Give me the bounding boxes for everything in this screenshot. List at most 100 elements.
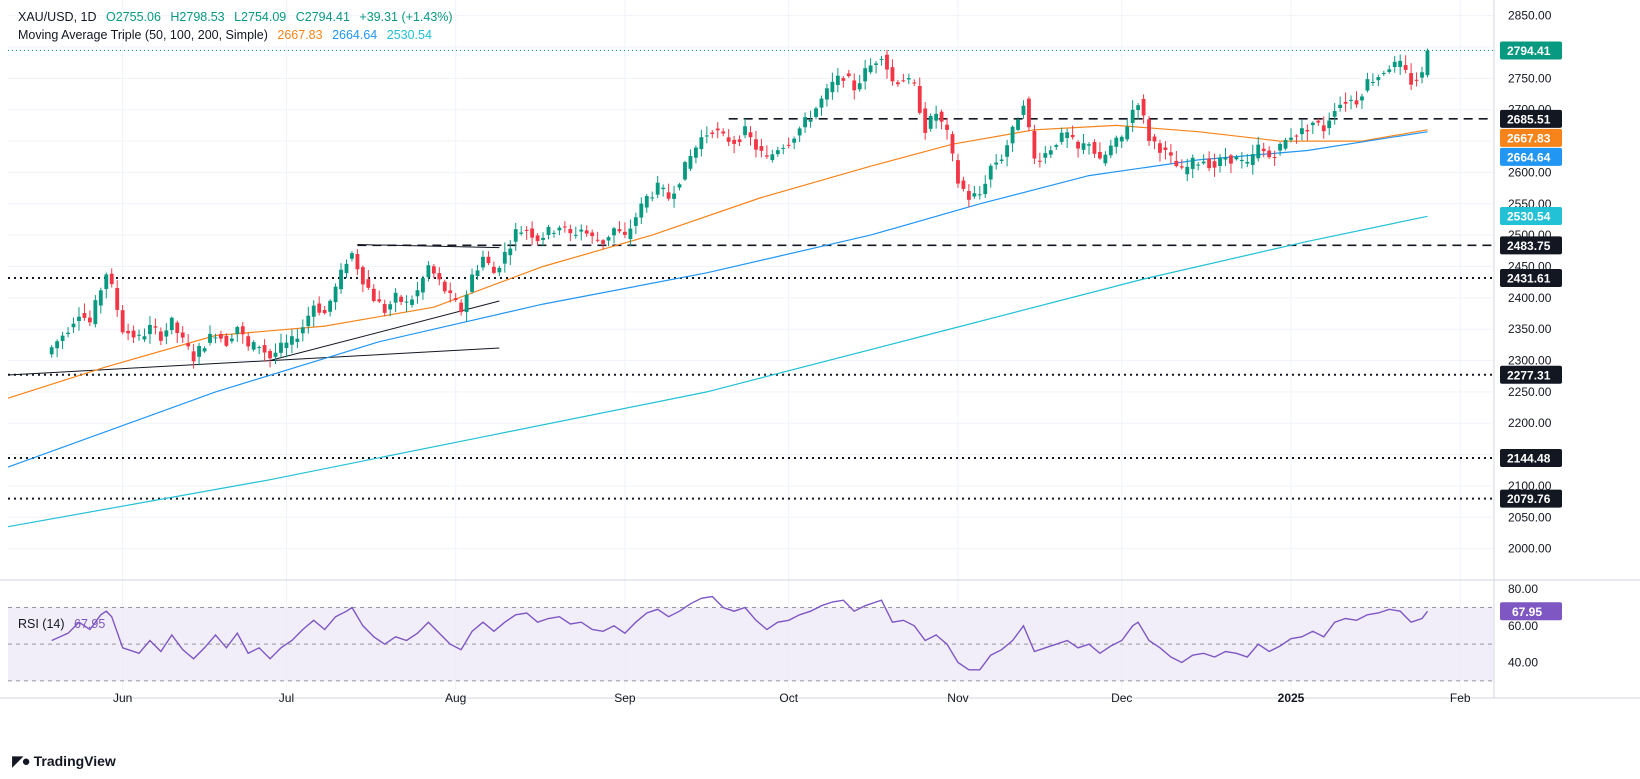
ma-legend[interactable]: Moving Average Triple (50, 100, 200, Sim… (18, 28, 438, 42)
candle-body (1289, 137, 1293, 140)
price-badge-text: 2685.51 (1507, 112, 1551, 126)
candle-body (268, 351, 272, 359)
candle-body (868, 65, 873, 73)
time-axis[interactable]: Jun Jul Aug Sep Oct Nov Dec 2025 Feb (113, 691, 1471, 705)
candle (115, 280, 120, 317)
price-badge-bg (1500, 449, 1562, 468)
price-tick-label: 2200.00 (1508, 416, 1552, 430)
candle (82, 303, 87, 321)
candle (1392, 55, 1397, 73)
candle (322, 305, 327, 315)
candle-body (486, 256, 491, 264)
candle (175, 320, 180, 343)
candle (262, 339, 267, 362)
candle-body (732, 139, 737, 144)
ma-line-ma200 (7, 215, 1428, 528)
candle-body (71, 323, 76, 328)
candle (601, 238, 606, 250)
candle (917, 77, 922, 115)
candle-body (131, 330, 136, 338)
candle (1108, 139, 1113, 159)
candle-body (754, 139, 758, 150)
candle-body (120, 310, 125, 333)
candle (1283, 137, 1288, 151)
price-axis[interactable]: 2000.002050.002100.002150.002200.002250.… (1500, 9, 1562, 670)
symbol-label[interactable]: XAU/USD, 1D (18, 10, 97, 24)
candle-body (1043, 153, 1048, 158)
rsi-legend[interactable]: RSI (14) 67.95 (18, 617, 111, 631)
candle (197, 342, 201, 366)
candle (715, 122, 720, 139)
candle (1158, 139, 1162, 162)
candle (1114, 135, 1119, 154)
candle (1250, 144, 1255, 175)
candle-body (284, 342, 289, 349)
candle-body (1338, 104, 1343, 108)
candle (552, 230, 556, 238)
candle (983, 175, 988, 198)
candle (1387, 65, 1392, 74)
candle (704, 126, 709, 144)
candle-body (901, 80, 906, 82)
candle-body (994, 162, 999, 165)
candle (579, 224, 584, 241)
candle (126, 323, 131, 341)
candle (453, 292, 458, 303)
candle (1065, 128, 1070, 148)
candle (208, 325, 212, 346)
candle (508, 239, 513, 266)
candle (770, 149, 775, 163)
candle (972, 185, 977, 199)
candle-body (251, 342, 256, 350)
candle-body (1048, 150, 1053, 155)
candle-body (1005, 145, 1010, 157)
candle-body (186, 343, 191, 347)
candle-body (1278, 143, 1282, 151)
candle-body (1141, 98, 1146, 116)
candle (213, 333, 218, 344)
candle (885, 49, 889, 79)
price-tick-label: 2050.00 (1508, 510, 1552, 524)
candle (366, 270, 371, 291)
candle (1147, 116, 1151, 146)
candle (1261, 142, 1266, 158)
candle-body (464, 294, 469, 313)
candle-body (82, 313, 87, 318)
candle-body (175, 322, 180, 333)
candle-body (399, 296, 403, 302)
price-badge-bg (1500, 206, 1562, 225)
candle (355, 249, 360, 276)
candle-body (1010, 126, 1015, 144)
candle-body (262, 345, 267, 353)
candle (863, 59, 868, 90)
candle-body (1349, 99, 1353, 101)
candle (748, 126, 753, 146)
candle-body (1272, 157, 1277, 159)
candle-body (191, 351, 196, 362)
candle-body (644, 196, 649, 208)
candle-body (633, 217, 638, 226)
candle (950, 131, 955, 162)
rsi-badge: 67.95 (1500, 602, 1562, 621)
candle-body (431, 266, 436, 274)
candle (901, 73, 906, 83)
price-badge-text: 2277.31 (1507, 368, 1551, 382)
candle-body (421, 278, 425, 293)
candle (350, 251, 354, 262)
tradingview-logo[interactable]: ◤● TradingView (12, 752, 116, 770)
candle-body (786, 144, 791, 146)
candle-body (1365, 79, 1370, 91)
candle-body (1114, 137, 1119, 147)
price-badge-text: 2794.41 (1507, 44, 1551, 58)
candle-body (934, 113, 939, 121)
candle (1229, 153, 1233, 174)
candle (906, 73, 911, 85)
candle-body (1016, 119, 1020, 130)
candle-body (1310, 122, 1315, 126)
candle-body (180, 332, 185, 338)
price-badge: 2483.75 (1500, 236, 1562, 255)
candle-body (961, 180, 966, 189)
candle-body (928, 115, 933, 129)
candle (1207, 151, 1212, 172)
